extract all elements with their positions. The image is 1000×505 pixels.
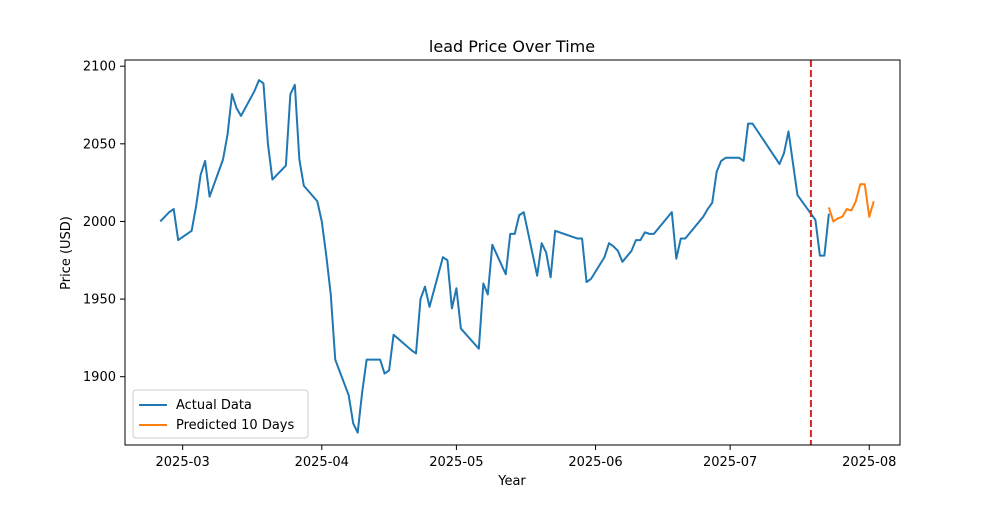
chart-title: lead Price Over Time (429, 37, 595, 56)
legend: Actual Data Predicted 10 Days (133, 390, 308, 438)
y-tick-label: 2100 (83, 60, 116, 75)
x-tick-label: 2025-06 (568, 455, 622, 470)
x-tick-label: 2025-07 (703, 455, 757, 470)
series-line-1 (829, 184, 874, 221)
x-tick-label: 2025-08 (842, 455, 896, 470)
y-tick-label: 1900 (83, 370, 116, 385)
plot-area (160, 60, 874, 445)
y-tick-label: 2050 (83, 137, 116, 152)
legend-label-actual: Actual Data (176, 398, 252, 413)
x-tick-label: 2025-03 (156, 455, 210, 470)
series-points-0 (160, 80, 829, 433)
y-axis-title: Price (USD) (59, 216, 74, 290)
x-tick-label: 2025-05 (429, 455, 483, 470)
series-line-0 (160, 80, 829, 432)
legend-label-predicted: Predicted 10 Days (176, 418, 295, 433)
plot-frame (125, 60, 900, 445)
y-tick-label: 2000 (83, 215, 116, 230)
x-tick-label: 2025-04 (295, 455, 349, 470)
x-axis-title: Year (497, 474, 526, 489)
y-tick-label: 1950 (83, 293, 116, 308)
